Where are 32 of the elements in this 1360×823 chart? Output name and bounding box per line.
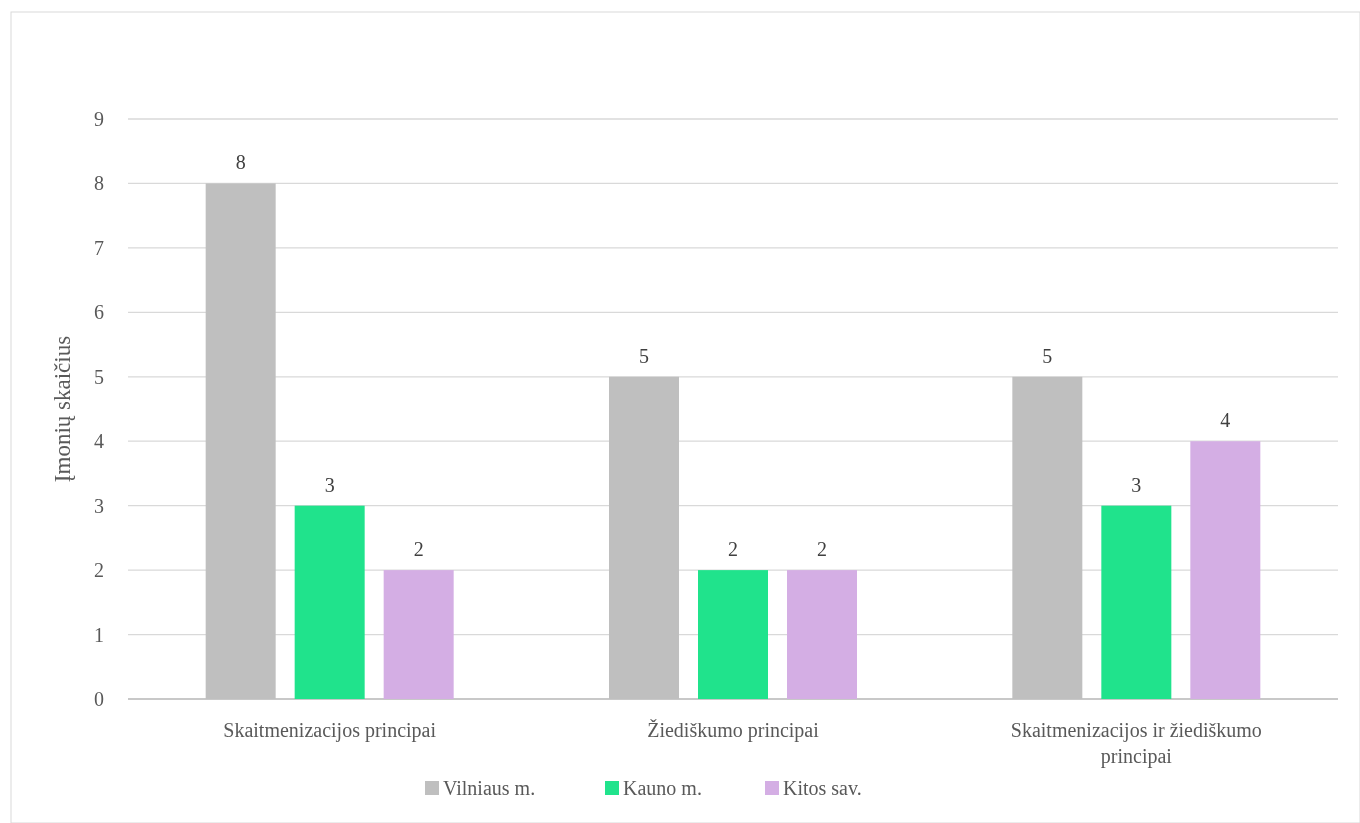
bar bbox=[383, 570, 454, 699]
data-label: 3 bbox=[324, 473, 335, 496]
data-label: 5 bbox=[639, 344, 649, 367]
y-tick-label: 9 bbox=[94, 108, 104, 130]
bar bbox=[698, 570, 768, 699]
y-tick-label: 4 bbox=[94, 430, 104, 453]
data-label: 2 bbox=[413, 538, 424, 561]
x-tick-label: Skaitmenizacijos ir žiediškumo principai bbox=[1010, 719, 1262, 768]
data-label: 4 bbox=[1220, 409, 1231, 432]
bar bbox=[1101, 505, 1172, 699]
data-label: 2 bbox=[728, 538, 738, 561]
y-tick-label: 3 bbox=[94, 494, 104, 517]
y-tick-label: 2 bbox=[94, 559, 104, 582]
bar bbox=[1190, 441, 1261, 699]
data-label: 3 bbox=[1131, 473, 1142, 496]
data-label: 2 bbox=[817, 538, 827, 561]
x-tick-label: Skaitmenizacijos principai bbox=[223, 719, 437, 742]
legend-label: Vilniaus m. bbox=[443, 777, 536, 799]
data-label: 5 bbox=[1042, 344, 1053, 367]
legend-label: Kitos sav. bbox=[783, 777, 862, 799]
y-tick-label: 0 bbox=[94, 688, 104, 710]
y-tick-label: 5 bbox=[94, 365, 104, 388]
legend-label: Kauno m. bbox=[623, 777, 702, 799]
x-tick-label: Žiediškumo principai bbox=[647, 719, 820, 742]
bar bbox=[787, 570, 857, 699]
bar bbox=[294, 505, 365, 699]
y-tick-label: 8 bbox=[94, 172, 104, 195]
y-tick-label: 7 bbox=[94, 236, 104, 259]
y-tick-label: 6 bbox=[94, 301, 104, 324]
data-label: 8 bbox=[235, 151, 246, 174]
y-axis-title: Įmonių skaičius bbox=[50, 335, 75, 483]
y-tick-label: 1 bbox=[94, 623, 104, 646]
